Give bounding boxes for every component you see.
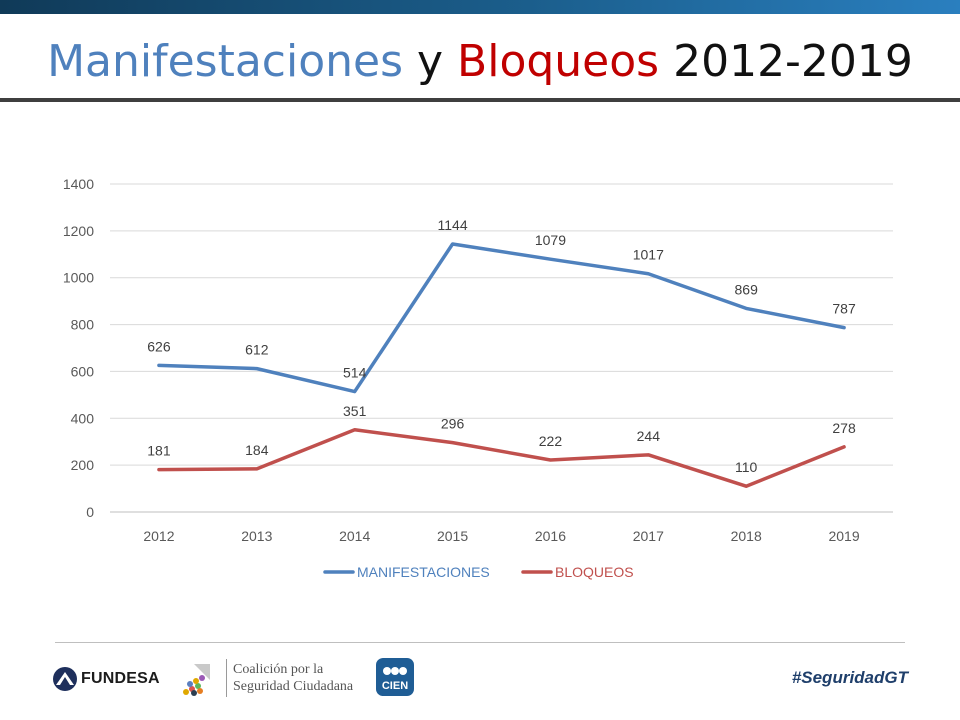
- y-tick-label: 800: [71, 317, 95, 333]
- chart-legend: MANIFESTACIONES BLOQUEOS: [323, 564, 634, 580]
- coalicion-logo: Coalición por la Seguridad Ciudadana: [180, 656, 353, 700]
- y-tick-label: 200: [71, 457, 95, 473]
- data-label: 244: [637, 428, 661, 444]
- coalicion-separator: [226, 659, 227, 697]
- data-labels: 626 612 514 1144 1079 1017 869 787 181 184 351 296 2…: [147, 217, 856, 475]
- x-tick-label: 2013: [241, 528, 272, 544]
- legend-label-manifestaciones: MANIFESTACIONES: [357, 564, 490, 580]
- coalicion-line-1: Coalición por la: [233, 662, 324, 677]
- cien-text: CIEN: [382, 680, 408, 692]
- cien-logo: CIEN: [376, 658, 414, 696]
- series-lines: [157, 242, 846, 488]
- title-years: 2012-2019: [659, 36, 913, 87]
- data-label: 514: [343, 365, 367, 381]
- x-axis-ticks: 2012 2013 2014 2015 2016 2017 2018 2019: [143, 528, 859, 544]
- coalicion-line-2: Seguridad Ciudadana: [233, 679, 354, 694]
- x-tick-label: 2019: [828, 528, 859, 544]
- x-tick-label: 2014: [339, 528, 370, 544]
- fundesa-name: FUNDESA: [81, 670, 160, 687]
- x-tick-label: 2015: [437, 528, 468, 544]
- title-bloqueos: Bloqueos: [457, 36, 660, 87]
- title-connector: y: [403, 36, 458, 87]
- data-label: 222: [539, 433, 563, 449]
- x-tick-label: 2017: [633, 528, 664, 544]
- data-label: 612: [245, 342, 269, 358]
- hashtag: #SeguridadGT: [791, 668, 908, 687]
- data-label: 1079: [535, 232, 566, 248]
- data-label: 110: [735, 459, 758, 475]
- coalicion-icon: [183, 664, 210, 696]
- data-label: 351: [343, 403, 367, 419]
- x-tick-label: 2016: [535, 528, 566, 544]
- series-line-bloqueos: [157, 428, 846, 488]
- legend-label-bloqueos: BLOQUEOS: [555, 564, 634, 580]
- footer-divider: [55, 642, 905, 643]
- coalicion-text: Coalición por la Seguridad Ciudadana: [233, 661, 353, 695]
- data-label: 1017: [633, 247, 664, 263]
- fundesa-logo: FUNDESA: [52, 664, 160, 694]
- data-label: 184: [245, 442, 269, 458]
- slide-title: Manifestaciones y Bloqueos 2012-2019: [0, 32, 960, 92]
- data-label: 181: [147, 443, 171, 459]
- title-manifestaciones: Manifestaciones: [47, 36, 404, 87]
- top-banner: [0, 0, 960, 14]
- fundesa-icon: [53, 667, 77, 691]
- title-divider: [0, 98, 960, 102]
- y-tick-label: 0: [86, 504, 94, 520]
- data-label: 296: [441, 416, 465, 432]
- data-label: 278: [832, 420, 856, 436]
- y-tick-label: 600: [71, 363, 95, 379]
- data-label: 869: [735, 281, 759, 297]
- data-label: 787: [832, 301, 856, 317]
- y-tick-label: 1000: [63, 270, 94, 286]
- y-tick-label: 1400: [63, 176, 94, 192]
- data-label: 1144: [438, 217, 468, 233]
- x-tick-label: 2012: [143, 528, 174, 544]
- y-tick-label: 400: [71, 410, 95, 426]
- y-axis-ticks: 0 200 400 600 800 1000 1200 1400: [63, 176, 94, 520]
- x-tick-label: 2018: [731, 528, 762, 544]
- series-line-manifestaciones: [157, 242, 846, 394]
- y-tick-label: 1200: [63, 223, 94, 239]
- data-label: 626: [147, 338, 171, 354]
- grid-lines: [110, 183, 893, 513]
